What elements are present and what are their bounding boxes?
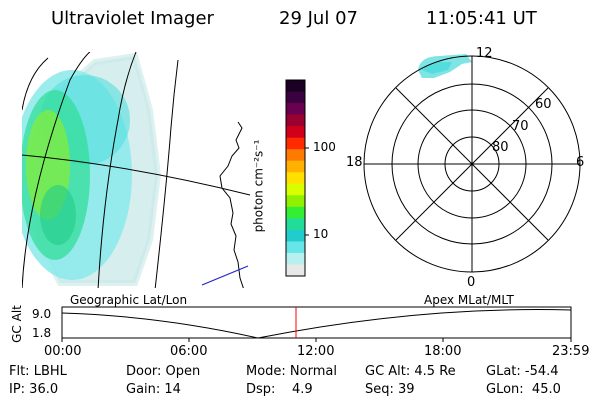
instrument-title: Ultraviolet Imager (51, 8, 214, 29)
glon-readout: GLon: 45.0 (486, 382, 561, 397)
colorbar-frame (285, 79, 306, 277)
x-tick-1200: 12:00 (297, 344, 335, 359)
seq-readout: Seq: 39 (365, 382, 415, 397)
colorbar-unit-label: photon cm⁻²s⁻¹ (251, 139, 266, 233)
apex-coords-label: Apex MLat/MLT (424, 293, 514, 307)
y-tick-9: 9.0 (32, 307, 52, 321)
mlt-label-6: 6 (576, 155, 585, 170)
altitude-timeline (61, 306, 572, 342)
colorbar-swatch (286, 91, 305, 104)
colorbar-swatch (286, 80, 305, 93)
colorbar-swatch (286, 114, 305, 127)
gc-alt-axis-title: GC Alt (9, 305, 24, 343)
colorbar-swatch (286, 126, 305, 139)
colorbar (285, 79, 306, 277)
glat-readout: GLat: -54.4 (486, 364, 559, 379)
geo-coords-label: Geographic Lat/Lon (70, 293, 188, 307)
colorbar-tick-100: 100 (313, 140, 336, 154)
mlt-label-12: 12 (476, 46, 493, 61)
x-tick-0000: 00:00 (44, 344, 82, 359)
colorbar-swatch (286, 264, 305, 277)
colorbar-swatch (286, 103, 305, 116)
mlt-label-0: 0 (467, 275, 476, 290)
polar-plot (363, 54, 581, 273)
colorbar-swatch (286, 195, 305, 208)
colorbar-swatch (286, 183, 305, 196)
y-tick-1-8: 1.8 (32, 326, 52, 340)
date-label: 29 Jul 07 (279, 8, 358, 29)
time-label: 11:05:41 UT (426, 8, 537, 29)
geographic-map (22, 52, 251, 288)
colorbar-swatch (286, 137, 305, 150)
colorbar-swatch (286, 229, 305, 243)
x-tick-1800: 18:00 (424, 344, 462, 359)
colorbar-swatch (286, 172, 305, 185)
colorbar-tick-10: 10 (313, 227, 329, 241)
filter-readout: Flt: LBHL (9, 364, 67, 379)
gain-readout: Gain: 14 (126, 382, 181, 397)
mlat-label-60: 60 (535, 97, 552, 112)
x-tick-0600: 06:00 (170, 344, 208, 359)
colorbar-swatch (286, 149, 305, 162)
door-readout: Door: Open (126, 364, 201, 379)
mlt-label-18: 18 (346, 155, 363, 170)
mlat-label-80: 80 (492, 140, 509, 155)
x-tick-2359: 23:59 (552, 344, 590, 359)
ip-readout: IP: 36.0 (9, 382, 59, 397)
colorbar-swatch (286, 241, 305, 254)
colorbar-swatch (286, 160, 305, 173)
colorbar-swatch (286, 218, 305, 231)
mode-readout: Mode: Normal (246, 364, 337, 379)
colorbar-swatch (286, 206, 305, 219)
mlat-label-70: 70 (512, 119, 529, 134)
gc-alt-readout: GC Alt: 4.5 Re (365, 364, 456, 379)
colorbar-swatch (286, 252, 305, 266)
dsp-readout: Dsp: 4.9 (246, 382, 313, 397)
